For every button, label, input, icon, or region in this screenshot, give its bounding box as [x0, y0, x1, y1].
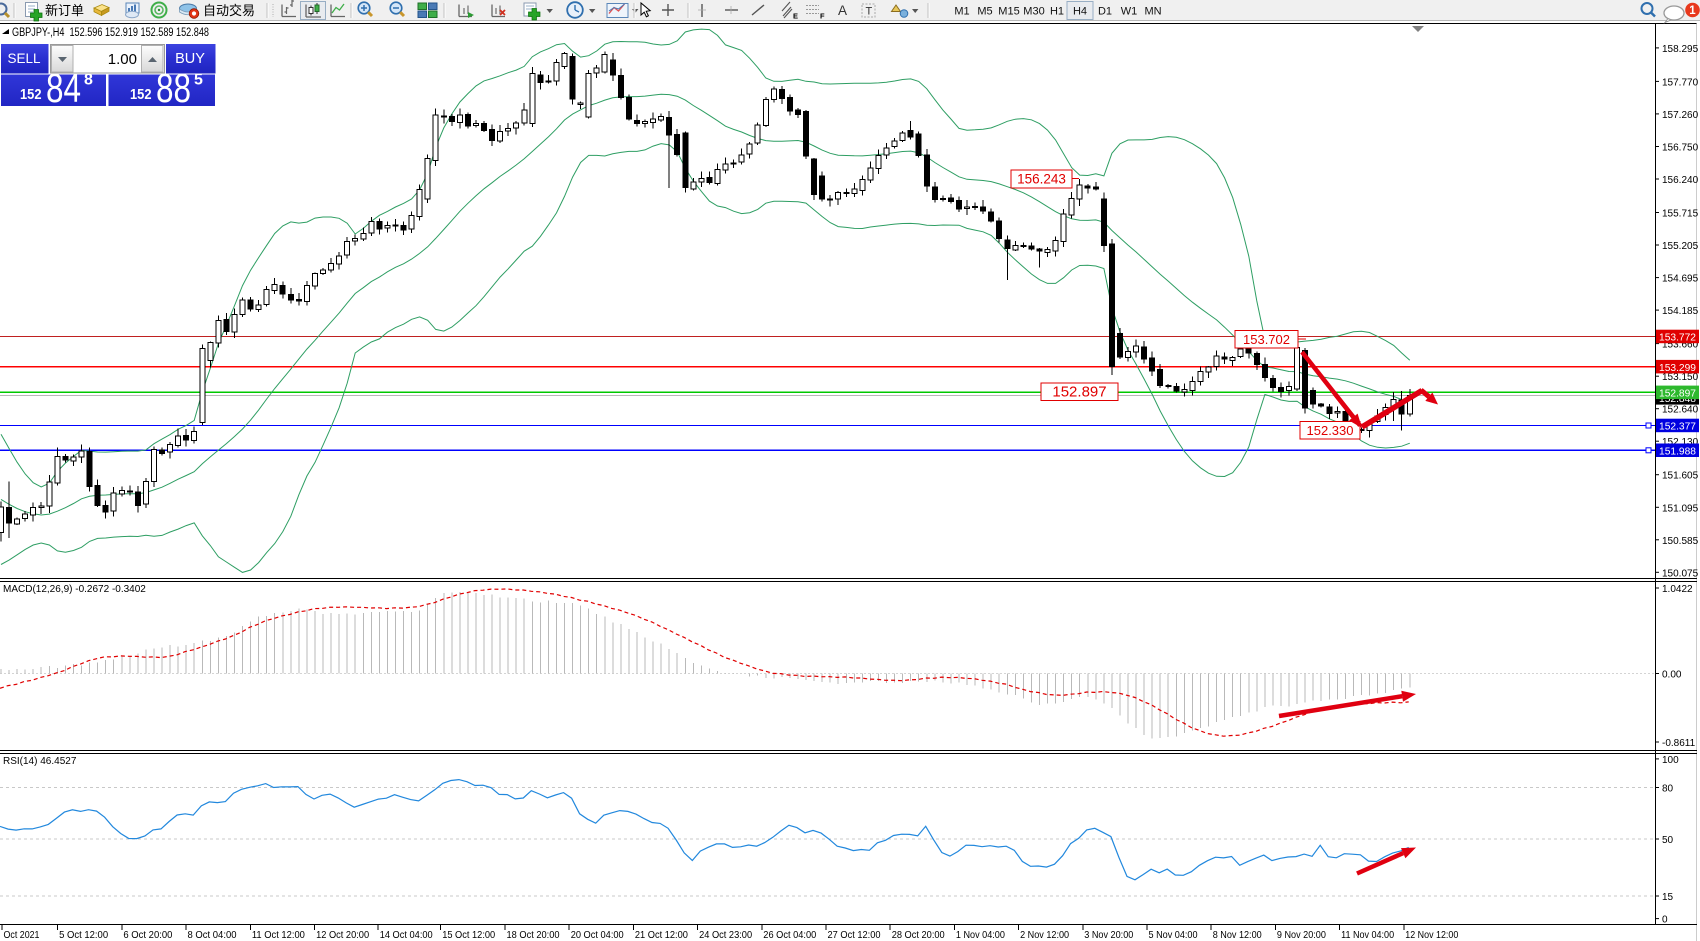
svg-text:152: 152 — [130, 87, 152, 103]
svg-text:150.585: 150.585 — [1662, 536, 1699, 547]
svg-text:15 Oct 12:00: 15 Oct 12:00 — [442, 929, 495, 941]
svg-text:-0.8611: -0.8611 — [1662, 738, 1696, 749]
svg-text:151.095: 151.095 — [1662, 503, 1699, 514]
svg-text:157.770: 157.770 — [1662, 77, 1699, 88]
svg-text:新订单: 新订单 — [45, 3, 84, 18]
svg-text:5 Nov 04:00: 5 Nov 04:00 — [1149, 929, 1198, 941]
svg-text:8 Oct 04:00: 8 Oct 04:00 — [188, 929, 237, 941]
svg-text:1.0422: 1.0422 — [1662, 584, 1693, 595]
svg-text:SELL: SELL — [8, 50, 41, 66]
svg-text:18 Oct 20:00: 18 Oct 20:00 — [507, 929, 560, 941]
svg-text:152.377: 152.377 — [1659, 422, 1696, 433]
svg-text:154.185: 154.185 — [1662, 306, 1699, 317]
svg-text:A: A — [838, 3, 847, 18]
svg-text:1 Nov 04:00: 1 Nov 04:00 — [956, 929, 1005, 941]
svg-text:BUY: BUY — [175, 51, 205, 67]
svg-text:14 Oct 04:00: 14 Oct 04:00 — [380, 929, 433, 941]
svg-text:154.695: 154.695 — [1662, 274, 1699, 285]
svg-text:155.205: 155.205 — [1662, 241, 1699, 252]
svg-text:T: T — [866, 6, 873, 18]
svg-text:0.00: 0.00 — [1662, 670, 1682, 681]
svg-text:26 Oct 04:00: 26 Oct 04:00 — [763, 929, 816, 941]
svg-text:0: 0 — [1662, 915, 1668, 926]
svg-text:W1: W1 — [1121, 6, 1138, 18]
svg-text:80: 80 — [1662, 784, 1674, 795]
svg-text:153.772: 153.772 — [1659, 333, 1696, 344]
svg-text:20 Oct 04:00: 20 Oct 04:00 — [571, 929, 624, 941]
svg-text:153.660: 153.660 — [1662, 340, 1699, 351]
svg-text:5 Oct 12:00: 5 Oct 12:00 — [59, 929, 108, 941]
svg-text:157.260: 157.260 — [1662, 110, 1699, 121]
svg-text:151.605: 151.605 — [1662, 471, 1699, 482]
svg-text:D1: D1 — [1098, 6, 1112, 18]
svg-text:24 Oct 23:00: 24 Oct 23:00 — [699, 929, 752, 941]
svg-text:88: 88 — [156, 65, 191, 111]
svg-text:152.848: 152.848 — [1659, 394, 1696, 405]
svg-text:M5: M5 — [977, 6, 992, 18]
svg-text:9 Nov 20:00: 9 Nov 20:00 — [1277, 929, 1326, 941]
svg-text:151.988: 151.988 — [1659, 447, 1696, 458]
svg-text:152.130: 152.130 — [1662, 437, 1699, 448]
svg-text:152: 152 — [20, 87, 42, 103]
svg-text:RSI(14) 46.4527: RSI(14) 46.4527 — [3, 756, 77, 767]
svg-text:155.715: 155.715 — [1662, 209, 1699, 220]
svg-text:E: E — [793, 12, 798, 21]
svg-text:2 Nov 12:00: 2 Nov 12:00 — [1020, 929, 1069, 941]
svg-text:Oct 2021: Oct 2021 — [4, 929, 40, 941]
svg-text:152.897: 152.897 — [1659, 389, 1696, 400]
svg-text:156.750: 156.750 — [1662, 143, 1699, 154]
svg-text:158.295: 158.295 — [1662, 44, 1699, 55]
svg-text:153.150: 153.150 — [1662, 372, 1699, 383]
svg-text:8: 8 — [84, 72, 93, 89]
svg-text:F: F — [820, 12, 825, 21]
svg-text:MN: MN — [1144, 6, 1161, 18]
svg-text:152.640: 152.640 — [1662, 405, 1699, 416]
svg-text:6 Oct 20:00: 6 Oct 20:00 — [123, 929, 172, 941]
svg-text:28 Oct 20:00: 28 Oct 20:00 — [892, 929, 945, 941]
svg-text:27 Oct 12:00: 27 Oct 12:00 — [828, 929, 881, 941]
svg-text:15: 15 — [1662, 892, 1674, 903]
svg-text:11 Oct 12:00: 11 Oct 12:00 — [252, 929, 305, 941]
svg-text:11 Nov 04:00: 11 Nov 04:00 — [1341, 929, 1394, 941]
svg-text:GBPJPY-,H4 152.596 152.919 15: GBPJPY-,H4 152.596 152.919 152.589 152.8… — [12, 27, 209, 39]
svg-text:50: 50 — [1662, 835, 1674, 846]
svg-text:MACD(12,26,9) -0.2672 -0.3402: MACD(12,26,9) -0.2672 -0.3402 — [3, 584, 146, 595]
svg-text:150.075: 150.075 — [1662, 568, 1699, 579]
svg-text:84: 84 — [46, 65, 81, 111]
svg-text:自动交易: 自动交易 — [203, 3, 255, 18]
svg-text:1.00: 1.00 — [108, 51, 137, 68]
svg-text:1: 1 — [1689, 5, 1696, 17]
svg-text:M15: M15 — [998, 6, 1019, 18]
svg-text:152.897: 152.897 — [1052, 383, 1106, 400]
svg-text:H4: H4 — [1073, 6, 1087, 18]
svg-text:H1: H1 — [1050, 6, 1064, 18]
svg-text:100: 100 — [1662, 755, 1679, 766]
svg-text:153.702: 153.702 — [1243, 332, 1290, 347]
svg-text:156.243: 156.243 — [1017, 172, 1066, 187]
svg-text:153.299: 153.299 — [1659, 363, 1696, 374]
svg-text:3 Nov 20:00: 3 Nov 20:00 — [1084, 929, 1133, 941]
svg-text:21 Oct 12:00: 21 Oct 12:00 — [635, 929, 688, 941]
svg-text:M30: M30 — [1023, 6, 1044, 18]
svg-text:M1: M1 — [954, 6, 969, 18]
svg-text:5: 5 — [194, 72, 203, 89]
svg-text:8 Nov 12:00: 8 Nov 12:00 — [1213, 929, 1262, 941]
svg-text:12 Nov 12:00: 12 Nov 12:00 — [1405, 929, 1458, 941]
svg-text:12 Oct 20:00: 12 Oct 20:00 — [316, 929, 369, 941]
svg-text:152.330: 152.330 — [1307, 423, 1354, 438]
svg-text:156.240: 156.240 — [1662, 175, 1699, 186]
